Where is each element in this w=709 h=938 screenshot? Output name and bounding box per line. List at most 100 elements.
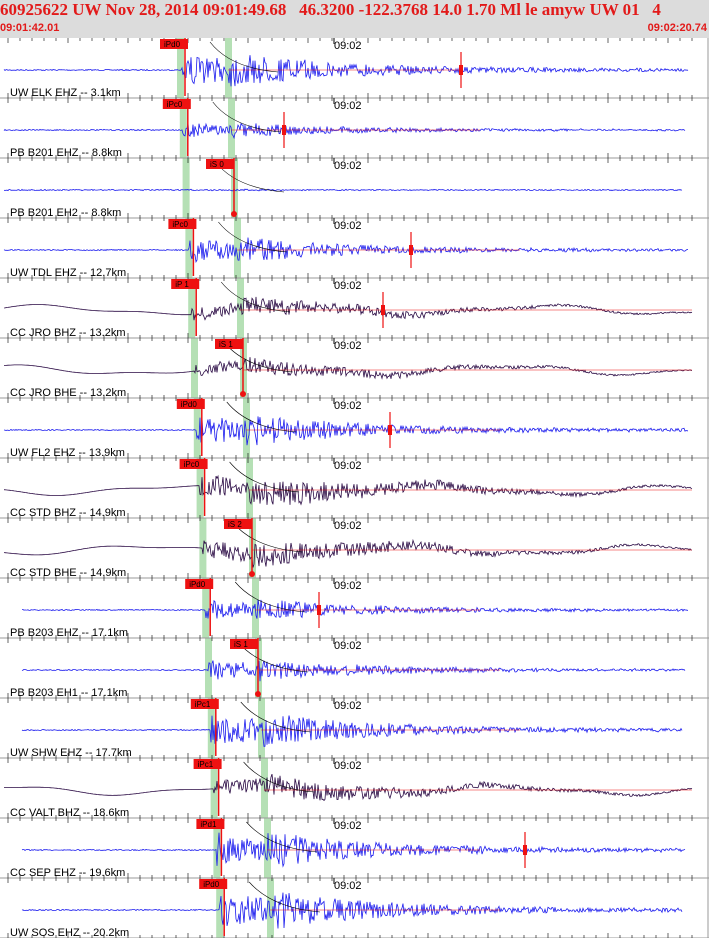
pick-label: iS 2 <box>228 520 242 529</box>
p-phase-band <box>191 338 198 398</box>
waveform <box>3 416 688 446</box>
travel-time-curve <box>243 761 315 793</box>
pick-flag <box>176 399 205 409</box>
pick-dot <box>231 211 237 217</box>
station-label: CC JRO BHE -- 13.2km <box>10 387 126 399</box>
station-label: UW SOS EHZ -- 20.2km <box>10 927 129 938</box>
travel-time-curve <box>209 41 279 73</box>
s-phase-band <box>234 218 241 278</box>
trace-panel: iS 0 09:02 PB B201 EH2 -- 8.8km <box>0 158 709 219</box>
p-phase-band <box>193 398 201 458</box>
waveform <box>3 188 683 192</box>
pick-flag <box>193 759 222 769</box>
time-tick-label: 09:02 <box>334 280 362 292</box>
pick-label: iPc0 <box>172 220 188 229</box>
time-tick-label: 09:02 <box>334 340 362 352</box>
p-phase-band <box>196 458 204 518</box>
p-phase-band <box>213 818 221 878</box>
p-phase-band <box>210 758 218 818</box>
p-phase-band <box>179 98 187 158</box>
travel-time-curve <box>229 461 300 493</box>
waveform <box>22 599 688 619</box>
travel-time-curve <box>226 401 297 433</box>
trace-panel: iPd0 09:02 UW ELK EHZ -- 3.1km <box>0 38 709 99</box>
station-label: CC STD BHZ -- 14.9km <box>10 507 126 519</box>
pick-label: iPd1 <box>200 820 217 829</box>
pick-label: iPc0 <box>184 460 200 469</box>
s-phase-band <box>246 458 253 518</box>
seismogram-plot: iPd0 09:02 UW ELK EHZ -- 3.1km iPc0 09:02 PB … <box>0 38 709 938</box>
time-tick-label: 09:02 <box>334 460 362 472</box>
pick-label: iS 0 <box>210 160 224 169</box>
time-tick-label: 09:02 <box>334 640 362 652</box>
trace-panel: iS 1 09:02 PB B203 EH1 -- 17.1km <box>0 638 709 699</box>
time-tick-label: 09:02 <box>334 160 362 172</box>
trace-panel: iPc0 09:02 UW TDL EHZ -- 12.7km <box>0 218 709 279</box>
trace-panel: iPd1 09:02 CC SEP EHZ -- 19.6km <box>0 818 709 879</box>
station-label: PB B203 EHZ -- 17.1km <box>10 627 128 639</box>
time-tick-label: 09:02 <box>334 100 362 112</box>
station-label: UW SHW EHZ -- 17.7km <box>10 747 132 759</box>
waveform <box>21 715 683 747</box>
s-phase-band <box>243 398 250 458</box>
pick-flag <box>162 99 191 109</box>
pick-label: iPc0 <box>167 100 183 109</box>
pick-label: iPd0 <box>181 400 198 409</box>
coda-pick-box <box>459 65 463 75</box>
pick-label: iPc1 <box>195 700 211 709</box>
p-phase-band <box>188 278 196 338</box>
trace-panel: iPc1 09:02 UW SHW EHZ -- 17.7km <box>0 698 709 759</box>
travel-time-curve <box>212 101 282 133</box>
trace-panel: iPc0 09:02 PB B201 EHZ -- 8.8km <box>0 98 709 159</box>
time-tick-label: 09:02 <box>334 520 362 532</box>
time-tick-label: 09:02 <box>334 220 362 232</box>
pick-flag <box>230 639 258 649</box>
waveform <box>4 773 693 802</box>
station-label: PB B203 EH1 -- 17.1km <box>10 687 127 699</box>
pick-flag <box>224 519 252 529</box>
travel-time-curve <box>234 581 306 613</box>
pick-flag <box>185 579 214 589</box>
start-time-label: 09:01:42.01 <box>0 22 60 34</box>
waveform <box>3 357 693 380</box>
pick-dot <box>255 691 261 697</box>
pick-label: iPd0 <box>164 40 181 49</box>
pick-flag <box>199 879 228 889</box>
pick-dot <box>249 571 255 577</box>
pick-flag <box>160 39 188 49</box>
station-label: CC SEP EHZ -- 19.6km <box>10 867 125 879</box>
waveform <box>21 660 686 682</box>
p-phase-band <box>199 518 207 578</box>
coda-pick-box <box>317 605 321 615</box>
trace-panel: iP 1 09:02 CC JRO BHZ -- 13.2km <box>0 278 709 339</box>
station-label: CC JRO BHZ -- 13.2km <box>10 327 126 339</box>
s-phase-band <box>258 698 265 758</box>
pick-label: iPd0 <box>203 880 220 889</box>
trace-panel: iS 2 09:02 CC STD BHE -- 14.9km <box>0 518 709 579</box>
pick-label: iS 1 <box>234 640 248 649</box>
waveform <box>3 296 693 321</box>
s-phase-band <box>267 878 274 938</box>
station-label: PB B201 EHZ -- 8.8km <box>10 147 122 159</box>
pick-flag <box>206 159 234 169</box>
trace-panel: iPd0 09:02 PB B203 EHZ -- 17.1km <box>0 578 709 639</box>
coda-pick-box <box>523 845 527 855</box>
pick-label: iS 1 <box>219 340 233 349</box>
waveform <box>3 237 689 263</box>
trace-panel: iS 1 09:02 CC JRO BHE -- 13.2km <box>0 338 709 399</box>
time-tick-label: 09:02 <box>334 400 362 412</box>
station-label: UW ELK EHZ -- 3.1km <box>10 87 121 99</box>
coda-pick-box <box>388 425 392 435</box>
coda-pick-box <box>409 245 413 255</box>
pick-label: iP 1 <box>175 280 189 289</box>
event-header: 60925622 UW Nov 28, 2014 09:01:49.68 46.… <box>0 0 709 38</box>
pick-flag <box>196 819 225 829</box>
station-label: CC STD BHE -- 14.9km <box>10 567 126 579</box>
time-tick-label: 09:02 <box>334 880 362 892</box>
p-phase-band <box>177 38 184 98</box>
p-phase-band <box>216 878 224 938</box>
travel-time-curve <box>218 221 288 253</box>
waveform <box>21 832 686 868</box>
p-phase-band <box>202 578 210 638</box>
event-title: 60925622 UW Nov 28, 2014 09:01:49.68 46.… <box>0 0 661 19</box>
